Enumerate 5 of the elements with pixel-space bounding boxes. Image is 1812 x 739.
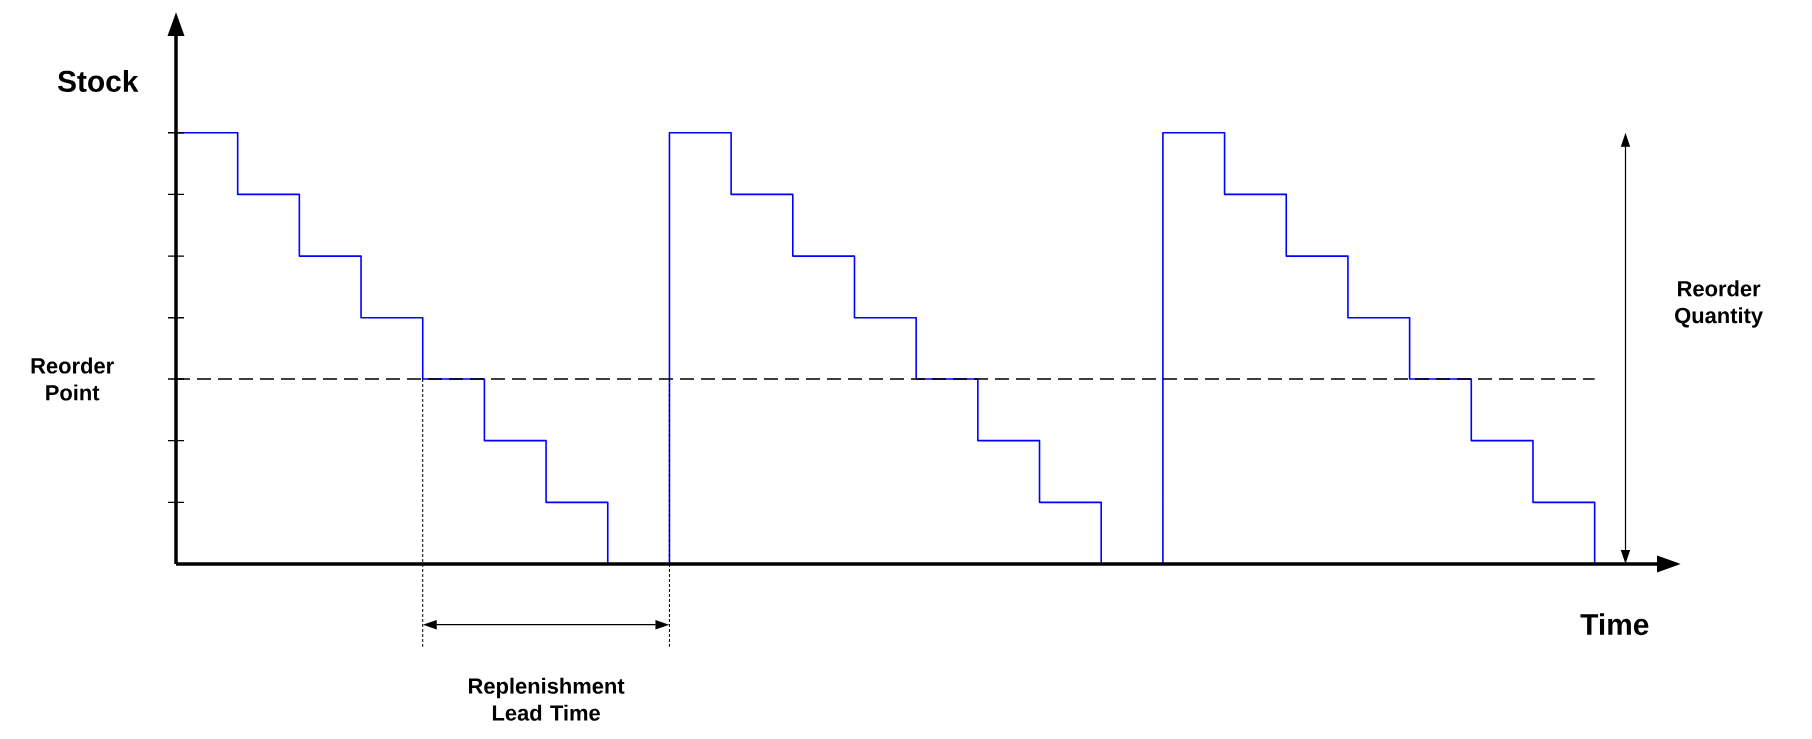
text: Replenishment Lead Time xyxy=(469,677,625,721)
x-axis-title: Time xyxy=(1580,613,1649,636)
ref-line-label: Reorder Point xyxy=(31,357,114,401)
y-axis-title: Stock xyxy=(57,70,139,92)
text: Reorder Quantity xyxy=(1675,280,1763,328)
